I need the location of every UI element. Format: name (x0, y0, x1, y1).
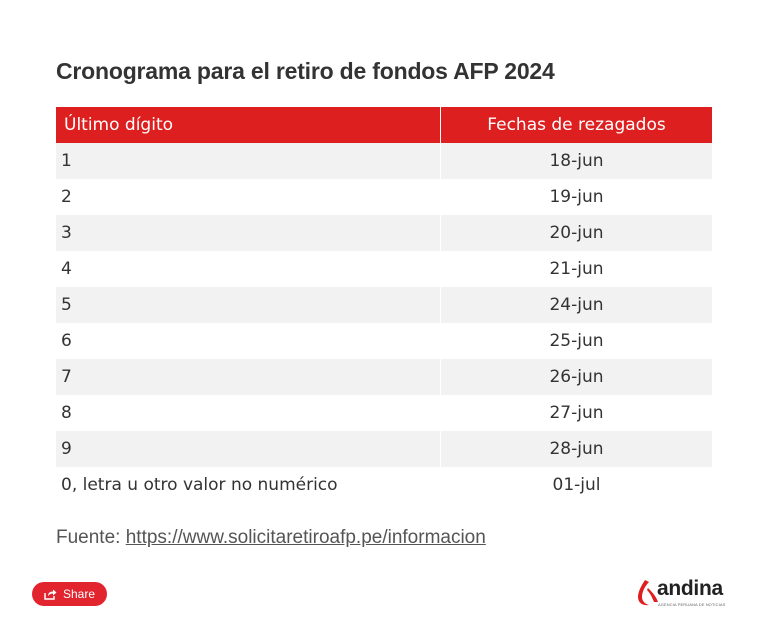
andina-logo-mark (638, 580, 658, 606)
digit-cell: 4 (56, 251, 441, 287)
digit-cell: 0, letra u otro valor no numérico (56, 467, 441, 503)
source-link[interactable]: https://www.solicitaretiroafp.pe/informa… (125, 527, 486, 548)
date-cell: 25-jun (440, 323, 712, 359)
digit-cell: 3 (56, 215, 441, 251)
table-row: 3 20-jun (56, 215, 712, 251)
table-row: 9 28-jun (56, 431, 712, 467)
date-cell: 21-jun (440, 251, 712, 287)
digit-cell: 9 (56, 431, 441, 467)
table-row: 5 24-jun (56, 287, 712, 323)
date-cell: 26-jun (440, 359, 712, 395)
share-icon (44, 588, 57, 600)
digit-cell: 8 (56, 395, 441, 431)
date-cell: 24-jun (440, 287, 712, 323)
table-row: 8 27-jun (56, 395, 712, 431)
date-cell: 19-jun (440, 179, 712, 215)
share-label: Share (62, 587, 96, 601)
digit-cell: 1 (56, 143, 441, 179)
page-title: Cronograma para el retiro de fondos AFP … (56, 58, 555, 84)
digit-cell: 6 (56, 323, 441, 359)
logo-tagline: AGENCIA PERUANA DE NOTICIAS (658, 602, 726, 607)
table-row: 7 26-jun (56, 359, 712, 395)
date-cell: 28-jun (440, 431, 712, 467)
table-header-row: Último dígito Fechas de rezagados (56, 107, 712, 143)
digit-cell: 7 (56, 359, 441, 395)
digit-cell: 5 (56, 287, 441, 323)
source-line: Fuente: https://www.solicitaretiroafp.pe… (56, 527, 486, 549)
schedule-table: Último dígito Fechas de rezagados 1 18-j… (56, 107, 712, 503)
table-row: 1 18-jun (56, 143, 712, 179)
date-cell: 18-jun (440, 143, 712, 179)
table-row: 6 25-jun (56, 323, 712, 359)
digit-cell: 2 (56, 179, 441, 215)
andina-logo: andina AGENCIA PERUANA DE NOTICIAS (637, 576, 737, 610)
source-label: Fuente: (56, 527, 126, 548)
date-cell: 20-jun (440, 215, 712, 251)
header-last-digit: Último dígito (56, 107, 441, 143)
table-row: 4 21-jun (56, 251, 712, 287)
table-row: 2 19-jun (56, 179, 712, 215)
table-row: 0, letra u otro valor no numérico 01-jul (56, 467, 712, 503)
header-dates: Fechas de rezagados (440, 107, 712, 143)
date-cell: 01-jul (440, 467, 712, 503)
date-cell: 27-jun (440, 395, 712, 431)
logo-wordmark: andina (657, 577, 723, 600)
share-button[interactable]: Share (32, 582, 107, 606)
